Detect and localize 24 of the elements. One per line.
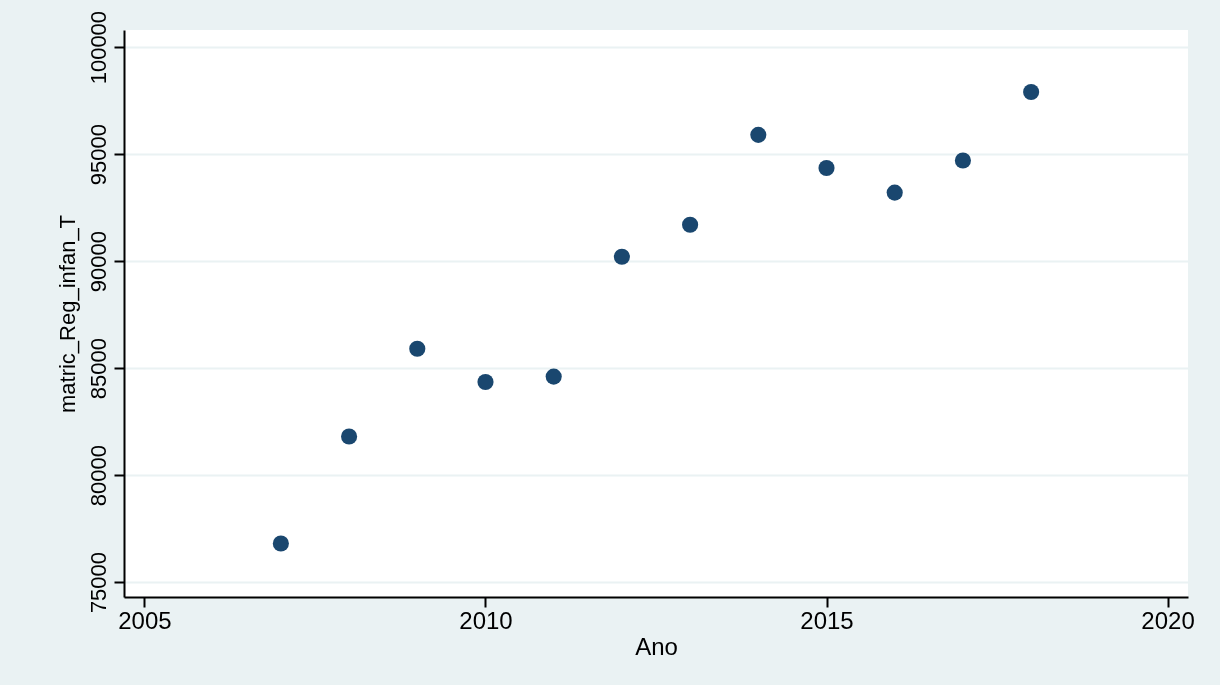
point [954, 152, 971, 169]
y-tick-label: 90000 [85, 230, 111, 293]
point [750, 126, 767, 143]
point [477, 373, 494, 391]
x-axis-title: Ano [635, 632, 678, 660]
point [545, 368, 562, 385]
y-tick-label: 80000 [85, 444, 111, 507]
point [886, 184, 903, 201]
point [341, 428, 358, 445]
point [613, 248, 630, 265]
point [818, 159, 835, 177]
point [272, 535, 289, 552]
y-tick-label: 100000 [85, 10, 111, 85]
y-tick-label: 75000 [85, 551, 111, 614]
point [682, 216, 699, 233]
x-tick-label: 2020 [1141, 606, 1195, 634]
x-tick-label: 2015 [800, 606, 854, 634]
point [409, 340, 426, 357]
y-tick-label: 85000 [85, 337, 111, 400]
x-tick-label: 2010 [459, 606, 513, 634]
x-tick-label: 2005 [118, 606, 172, 634]
y-tick-label: 95000 [85, 124, 111, 186]
y-axis-title: matric_Reg_infan_T [54, 214, 80, 414]
point [1023, 84, 1040, 101]
